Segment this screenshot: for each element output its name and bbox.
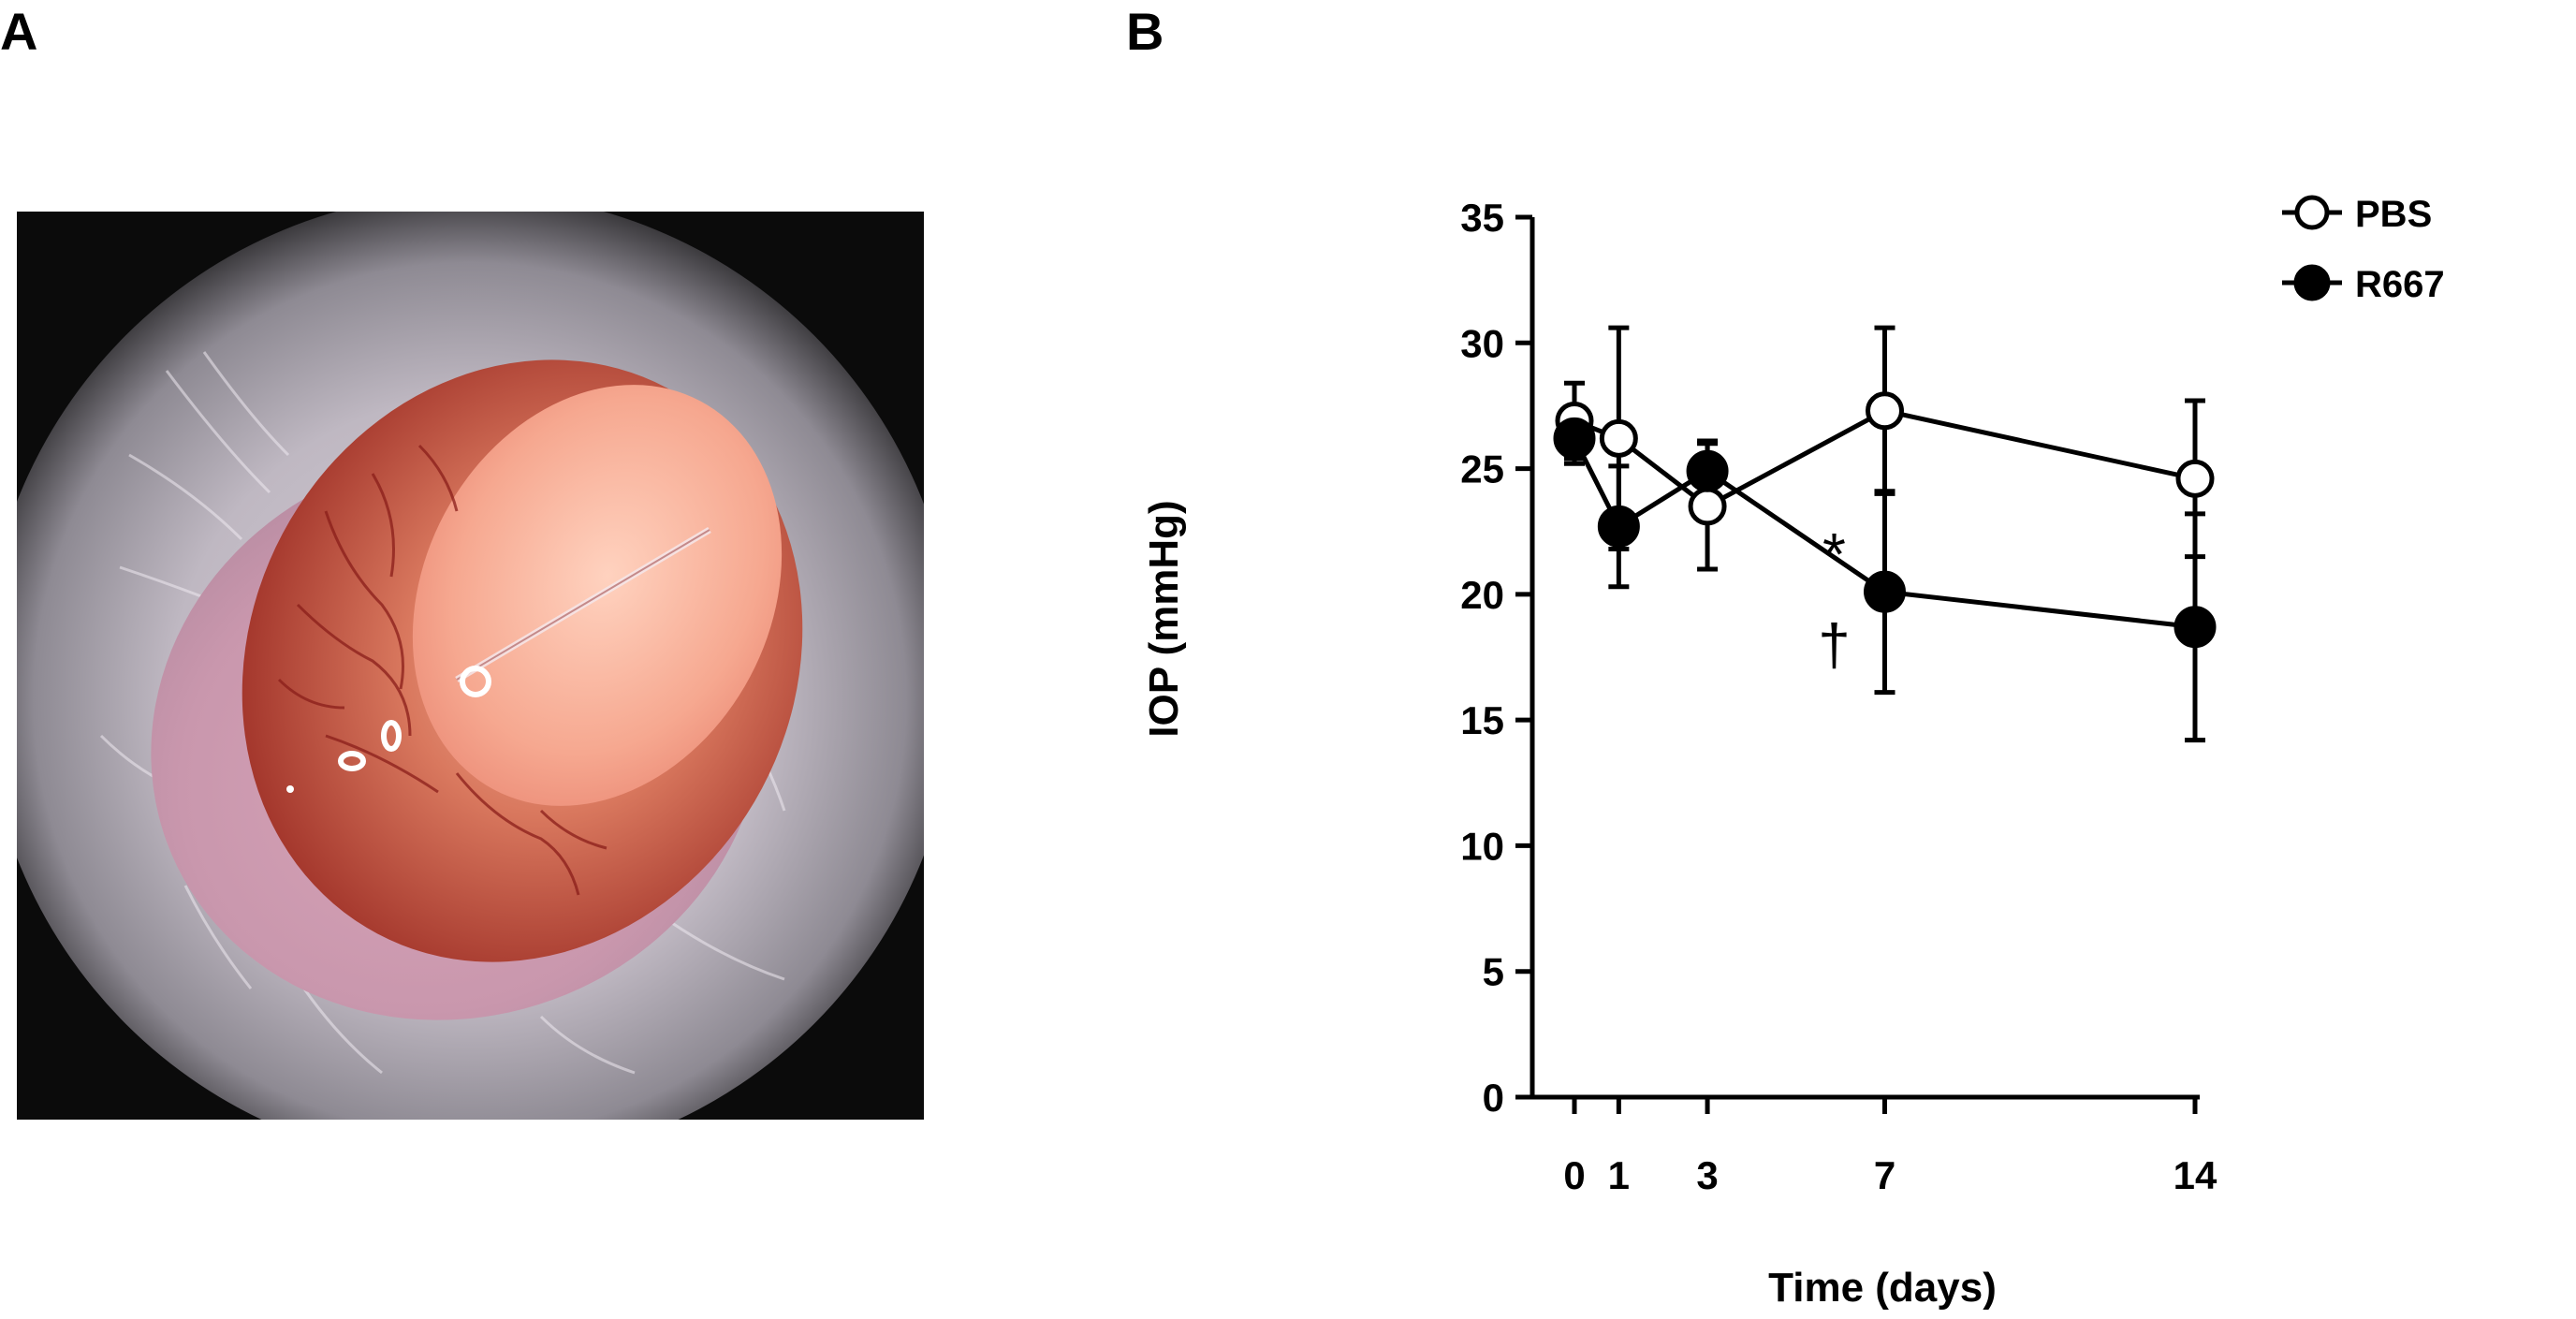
data-point [1864,570,1906,613]
x-tick-label: 3 [1696,1153,1718,1197]
eye-photograph [17,212,924,1120]
data-point [1688,487,1727,526]
series-layer [1553,325,2217,743]
panel-label-a: A [0,2,38,61]
legend-label-pbs: PBS [2355,194,2432,235]
data-point [2174,606,2217,649]
legend-marker-pbs [2294,195,2330,230]
data-point [1597,505,1640,548]
x-tick-label: 1 [1608,1153,1630,1197]
y-tick-label: 30 [1460,321,1504,365]
chart-legend: PBS R667 [2282,194,2445,305]
markers-r667 [1553,417,2217,649]
y-tick-label: 25 [1460,447,1504,491]
y-tick-label: 35 [1460,196,1504,240]
y-tick-label: 10 [1460,824,1504,868]
data-point [1866,391,1904,431]
annotation-asterisk: * [1822,520,1846,588]
y-tick-label: 0 [1483,1076,1504,1120]
x-axis-label: Time (days) [1768,1265,1997,1311]
annotation-dagger: † [1818,613,1850,678]
data-point [1599,418,1638,458]
significance-annotations: * † [1818,520,1850,678]
y-tick-labels: 0 5 10 15 20 25 30 35 [1460,196,1504,1120]
data-point [1686,449,1729,492]
y-tick-label: 15 [1460,698,1504,742]
chart-axes [1515,214,2200,1114]
y-tick-label: 5 [1483,950,1504,994]
panel-label-b: B [1126,2,1164,61]
y-tick-label: 20 [1460,573,1504,617]
x-tick-label: 14 [2174,1153,2217,1197]
eye-photograph-illustration [17,212,924,1120]
x-tick-label: 0 [1563,1153,1585,1197]
data-point [1553,417,1596,460]
x-tick-label: 7 [1874,1153,1895,1197]
x-tick-labels: 0 1 3 7 14 [1563,1153,2217,1197]
legend-label-r667: R667 [2355,264,2445,305]
legend-marker-r667 [2293,264,2331,301]
data-point [2175,459,2215,498]
y-axis-label: IOP (mmHg) [1141,500,1187,737]
